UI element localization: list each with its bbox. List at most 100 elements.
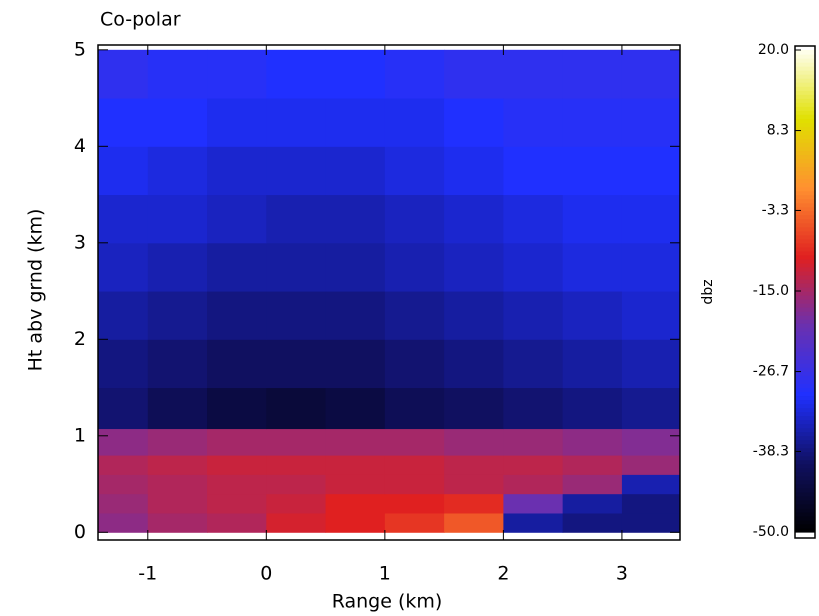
heatmap-cell <box>207 291 267 340</box>
heatmap-cell <box>562 242 623 292</box>
heatmap-cell <box>98 146 149 196</box>
colorbar-segment <box>795 138 815 143</box>
colorbar-segment <box>795 335 815 340</box>
heatmap-cell <box>266 512 327 533</box>
heatmap-cell <box>98 493 149 514</box>
heatmap-cell <box>325 242 386 292</box>
colorbar-segment <box>795 403 815 409</box>
heatmap <box>98 49 680 533</box>
colorbar-segment <box>795 419 815 425</box>
colorbar-segment <box>795 511 815 517</box>
colorbar-segment <box>795 455 815 461</box>
colorbar-tick-label: -15.0 <box>753 283 789 299</box>
heatmap-cell <box>266 242 327 292</box>
y-tick-label: 3 <box>74 231 86 253</box>
heatmap-cell <box>562 387 623 430</box>
heatmap-cell <box>444 428 504 456</box>
heatmap-cell <box>325 428 386 456</box>
y-tick-label: 5 <box>74 38 86 60</box>
colorbar-segment <box>795 278 815 284</box>
heatmap-cell <box>266 493 327 514</box>
heatmap-cell <box>562 291 623 340</box>
heatmap-cell <box>325 493 386 514</box>
heatmap-cell <box>444 146 504 196</box>
colorbar-segment <box>795 258 815 264</box>
heatmap-cell <box>503 194 564 244</box>
heatmap-cell <box>444 512 504 533</box>
heatmap-cell <box>325 339 386 389</box>
colorbar-segment <box>795 250 815 256</box>
heatmap-cell <box>503 455 564 475</box>
heatmap-cell <box>207 512 267 533</box>
colorbar-tick-label: -26.7 <box>753 364 789 380</box>
colorbar-segment <box>795 523 815 529</box>
colorbar-segment <box>795 74 815 79</box>
colorbar-segment <box>795 319 815 324</box>
colorbar-segment <box>795 487 815 493</box>
heatmap-cell <box>325 512 386 533</box>
colorbar-segment <box>795 198 815 204</box>
colorbar-segment <box>795 90 815 95</box>
colorbar-segment <box>795 363 815 368</box>
colorbar-segment <box>795 146 815 152</box>
colorbar-segment <box>795 427 815 433</box>
heatmap-cell <box>207 428 267 456</box>
heatmap-cell <box>503 49 564 99</box>
colorbar-segment <box>795 166 815 172</box>
colorbar-tick-label: -3.3 <box>762 202 789 218</box>
colorbar-segment <box>795 106 815 111</box>
colorbar-segment <box>795 270 815 276</box>
heatmap-cell <box>147 512 208 533</box>
colorbar-segment <box>795 206 815 212</box>
heatmap-cell <box>266 146 327 196</box>
colorbar-segment <box>795 254 815 260</box>
colorbar-segment <box>795 170 815 176</box>
heatmap-cell <box>266 455 327 475</box>
colorbar-segment <box>795 150 815 156</box>
colorbar-tick-label: -50.0 <box>753 524 789 540</box>
heatmap-cell <box>207 242 267 292</box>
colorbar-segment <box>795 190 815 196</box>
colorbar-segment <box>795 66 815 71</box>
heatmap-cell <box>98 49 149 99</box>
colorbar-segment <box>795 54 815 59</box>
colorbar-segment <box>795 447 815 453</box>
heatmap-cell <box>147 194 208 244</box>
heatmap-cell <box>207 493 267 514</box>
colorbar-segment <box>795 182 815 188</box>
heatmap-cell <box>98 387 149 430</box>
heatmap-cell <box>207 455 267 475</box>
heatmap-cell <box>266 387 327 430</box>
heatmap-cell <box>98 512 149 533</box>
colorbar-segment <box>795 367 815 372</box>
heatmap-cell <box>147 428 208 456</box>
colorbar-segment <box>795 70 815 75</box>
colorbar-segment <box>795 479 815 485</box>
heatmap-cell <box>621 474 680 495</box>
heatmap-cell <box>98 242 149 292</box>
heatmap-cell <box>98 428 149 456</box>
colorbar-segment <box>795 315 815 320</box>
heatmap-cell <box>621 98 680 147</box>
heatmap-cell <box>325 291 386 340</box>
colorbar-segment <box>795 266 815 272</box>
colorbar-segment <box>795 527 815 533</box>
heatmap-cell <box>384 387 445 430</box>
heatmap-cell <box>621 512 680 533</box>
colorbar-segment <box>795 311 815 316</box>
colorbar-segment <box>795 242 815 248</box>
heatmap-cell <box>503 474 564 495</box>
colorbar-segment <box>795 375 815 380</box>
colorbar-segment <box>795 343 815 348</box>
colorbar-segment <box>795 347 815 352</box>
heatmap-cell <box>562 194 623 244</box>
heatmap-cell <box>147 291 208 340</box>
colorbar-segment <box>795 383 815 388</box>
heatmap-cell <box>384 428 445 456</box>
heatmap-cell <box>266 49 327 99</box>
heatmap-cell <box>98 291 149 340</box>
heatmap-cell <box>384 146 445 196</box>
heatmap-cell <box>266 474 327 495</box>
colorbar-label: dbz <box>700 279 716 304</box>
colorbar-segment <box>795 291 815 296</box>
